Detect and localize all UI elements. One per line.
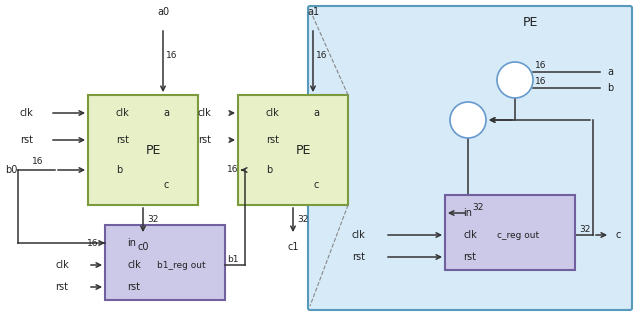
- Text: rst: rst: [352, 252, 365, 262]
- Text: 16: 16: [227, 165, 239, 174]
- Text: clk: clk: [55, 260, 68, 270]
- Text: clk: clk: [198, 108, 212, 118]
- Text: b0: b0: [5, 165, 17, 175]
- Text: rst: rst: [20, 135, 33, 145]
- Text: PE: PE: [145, 144, 161, 157]
- Text: 16: 16: [166, 50, 177, 60]
- Text: rst: rst: [463, 252, 476, 262]
- Text: rst: rst: [266, 135, 279, 145]
- Text: a: a: [607, 67, 613, 77]
- Bar: [445, 195, 575, 270]
- Text: c: c: [313, 180, 318, 190]
- Text: 16: 16: [32, 158, 44, 166]
- Text: c0: c0: [137, 242, 148, 252]
- Text: +: +: [463, 115, 473, 125]
- Text: b: b: [607, 83, 613, 93]
- Text: rst: rst: [127, 282, 140, 292]
- FancyBboxPatch shape: [308, 6, 632, 310]
- Text: 32: 32: [579, 224, 591, 234]
- Text: a1: a1: [307, 7, 319, 17]
- Bar: [238, 95, 348, 205]
- Text: c_reg out: c_reg out: [497, 230, 539, 240]
- Text: a0: a0: [157, 7, 169, 17]
- Text: c: c: [163, 180, 168, 190]
- Text: clk: clk: [127, 260, 141, 270]
- Text: PE: PE: [295, 144, 310, 157]
- Text: 16: 16: [535, 77, 547, 87]
- Text: in: in: [463, 208, 472, 218]
- Text: 16: 16: [535, 61, 547, 70]
- Text: a: a: [313, 108, 319, 118]
- Text: rst: rst: [198, 135, 211, 145]
- Text: rst: rst: [55, 282, 68, 292]
- Text: b1: b1: [227, 255, 239, 263]
- Text: 32: 32: [472, 203, 483, 211]
- Text: c: c: [615, 230, 620, 240]
- Text: clk: clk: [116, 108, 130, 118]
- Bar: [105, 225, 225, 300]
- Text: x: x: [512, 75, 518, 85]
- Text: 32: 32: [297, 215, 308, 223]
- Text: clk: clk: [352, 230, 365, 240]
- Text: b: b: [266, 165, 272, 175]
- Text: c1: c1: [287, 242, 299, 252]
- Ellipse shape: [497, 62, 533, 98]
- Text: 16: 16: [87, 238, 99, 248]
- Text: clk: clk: [463, 230, 477, 240]
- Text: rst: rst: [116, 135, 129, 145]
- Text: clk: clk: [266, 108, 280, 118]
- Text: in: in: [127, 238, 136, 248]
- Bar: [88, 95, 198, 205]
- Ellipse shape: [450, 102, 486, 138]
- Text: clk: clk: [20, 108, 34, 118]
- Text: 16: 16: [316, 50, 328, 60]
- Text: PE: PE: [522, 16, 538, 29]
- Text: b: b: [116, 165, 122, 175]
- Text: b1_reg out: b1_reg out: [157, 261, 205, 269]
- Text: 32: 32: [147, 215, 158, 223]
- Text: a: a: [163, 108, 169, 118]
